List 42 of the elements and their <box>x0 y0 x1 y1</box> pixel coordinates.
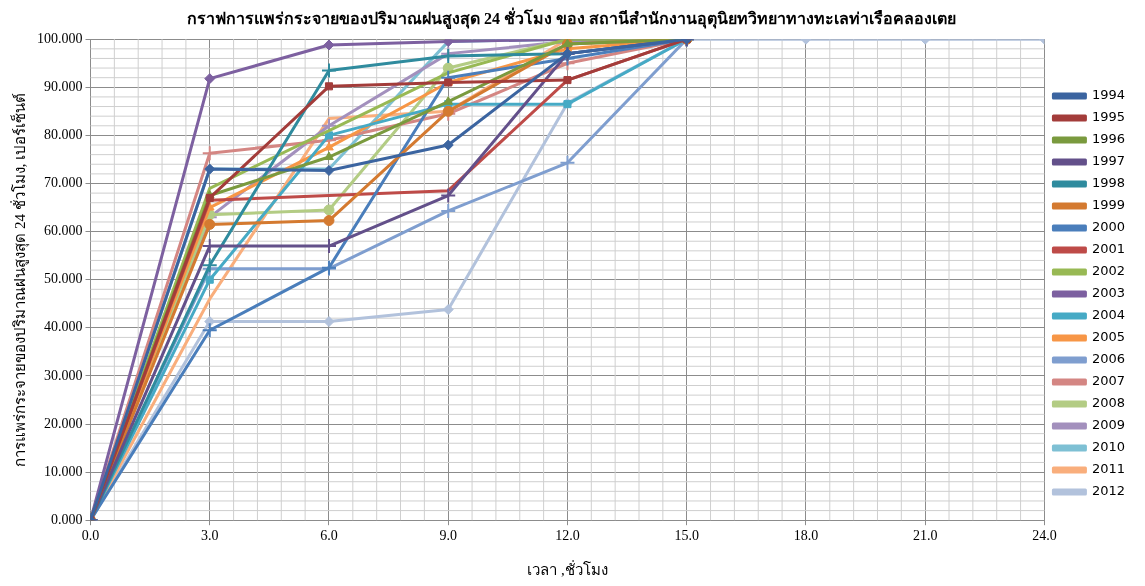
y-tick-label: 50.000 <box>44 271 83 287</box>
x-tick-label: 9.0 <box>439 528 457 544</box>
chart-title: กราฟการแพร่กระจายของปริมาณฝนสูงสุด 24 ชั่วโมง ของ สถานีสำนักงานอุตุนิยทวิทยาทางทะเลท่าเรือคลองเตย <box>187 6 956 30</box>
legend-label: 2006 <box>1091 351 1126 367</box>
legend-label: 1996 <box>1091 131 1126 147</box>
x-axis-title: เวลา ,ชั่วโมง <box>527 558 608 578</box>
legend-label: 1995 <box>1091 109 1126 125</box>
legend-label: 2002 <box>1091 263 1126 279</box>
y-tick-label: 0.000 <box>51 511 83 527</box>
x-tick-label: 12.0 <box>555 528 580 544</box>
legend-label: 1999 <box>1091 197 1126 213</box>
legend-label: 1994 <box>1091 87 1126 103</box>
legend-label: 2003 <box>1091 285 1126 301</box>
x-tick-label: 24.0 <box>1032 528 1057 544</box>
legend-label: 2001 <box>1091 241 1126 257</box>
y-tick-label: 70.000 <box>44 175 83 191</box>
legend-label: 2000 <box>1091 219 1126 235</box>
x-tick-label: 3.0 <box>200 528 219 544</box>
y-tick-label: 60.000 <box>44 223 83 239</box>
x-tick-label: 0.0 <box>81 528 100 544</box>
x-tick-label: 21.0 <box>912 528 938 544</box>
legend-label: 1997 <box>1091 153 1126 169</box>
legend-label: 2010 <box>1091 439 1126 455</box>
legend-label: 2012 <box>1091 483 1126 499</box>
legend-label: 2007 <box>1091 373 1126 389</box>
y-axis-title: การแพร่กระจายของปริมาณฝนสูงสุด 24 ชั่วโมง, เปอร์เซ็นต์ <box>8 92 30 467</box>
y-tick-label: 80.000 <box>44 127 83 143</box>
y-tick-label: 20.000 <box>44 415 83 431</box>
legend-label: 2011 <box>1091 461 1126 477</box>
x-tick-label: 15.0 <box>674 528 699 544</box>
legend-label: 2005 <box>1091 329 1126 345</box>
x-tick-label: 6.0 <box>320 528 338 544</box>
legend-label: 2008 <box>1091 395 1126 411</box>
x-tick-label: 18.0 <box>793 528 819 544</box>
legend-label: 2004 <box>1091 307 1126 323</box>
y-tick-label: 30.000 <box>44 367 83 383</box>
legend-label: 2009 <box>1091 417 1126 433</box>
y-tick-label: 10.000 <box>44 463 83 479</box>
y-tick-label: 100.000 <box>37 30 83 46</box>
y-tick-label: 40.000 <box>44 319 83 335</box>
y-tick-label: 90.000 <box>44 78 83 94</box>
legend-label: 1998 <box>1091 175 1126 191</box>
